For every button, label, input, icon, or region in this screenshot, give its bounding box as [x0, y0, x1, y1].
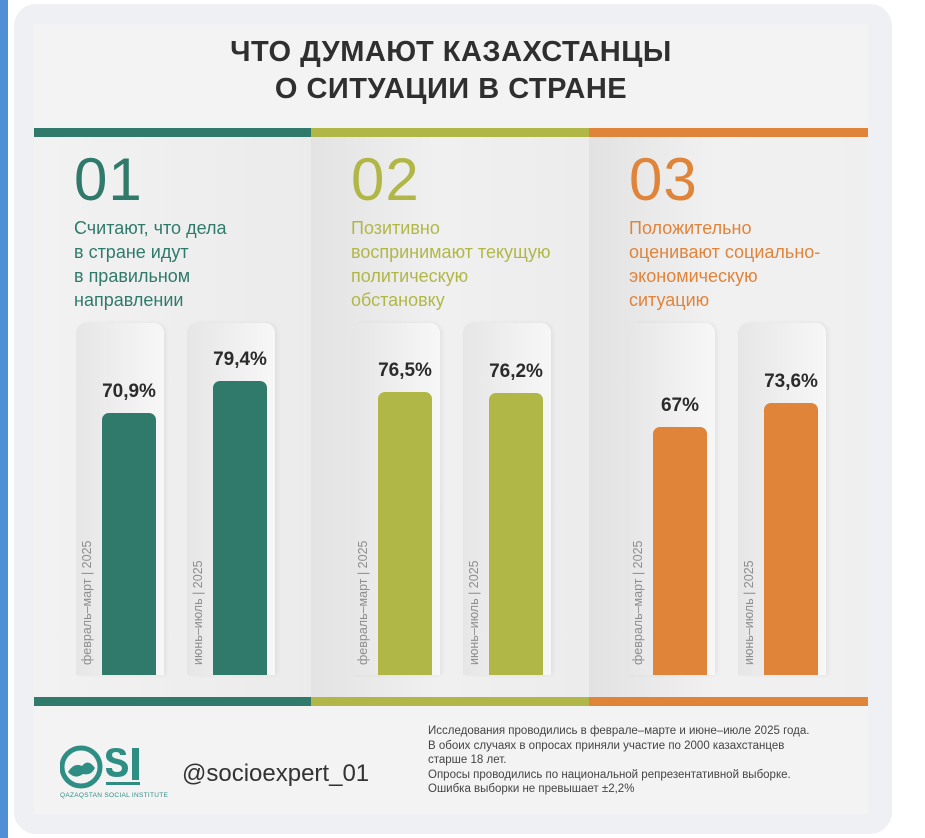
panel-number: 03 — [629, 146, 698, 213]
period-label-jun-jul: июнь–июль | 2025 — [742, 560, 756, 665]
logo-subtitle: QAZAQSTAN SOCIAL INSTITUTE — [60, 792, 169, 799]
description-line: воспринимают текущую — [351, 242, 551, 262]
description-line: обстановку — [351, 290, 445, 310]
panel-top-bar — [34, 128, 311, 137]
description-line: оценивают социально- — [629, 242, 821, 262]
description-line: политическую — [351, 266, 469, 286]
panel-bottom-bar — [589, 697, 868, 706]
bar-value-label: 67% — [660, 395, 700, 416]
qsi-logo-icon — [60, 745, 140, 789]
title-line-2: О СИТУАЦИИ В СТРАНЕ — [274, 73, 628, 105]
bar-value-label: 73,6% — [764, 371, 818, 392]
description-line: Положительно — [629, 218, 752, 238]
description-line: в стране идут — [74, 242, 189, 262]
description-line: Позитивно — [351, 218, 440, 238]
period-label-feb-mar: февраль–март | 2025 — [356, 540, 370, 666]
note-line: старше 18 лет. — [428, 754, 507, 767]
note-line: Ошибка выборки не превышает ±2,2% — [428, 783, 635, 796]
panel-description: Считают, что дела в стране идут в правил… — [74, 216, 306, 312]
panel-02: 02 Позитивно воспринимают текущую полити… — [311, 128, 589, 706]
infographic-title: ЧТО ДУМАЮТ КАЗАХСТАНЦЫ О СИТУАЦИИ В СТРА… — [34, 34, 868, 108]
bar-value-label: 76,2% — [489, 361, 543, 382]
bar-jun-jul — [213, 381, 267, 675]
methodology-note: Исследования проводились в феврале–марте… — [428, 724, 858, 797]
bar-feb-mar — [102, 413, 156, 675]
footer: QAZAQSTAN SOCIAL INSTITUTE @socioexpert_… — [34, 706, 868, 814]
description-line: направлении — [74, 290, 184, 310]
panel-01: 01 Считают, что дела в стране идут в пра… — [34, 128, 311, 706]
title-line-1: ЧТО ДУМАЮТ КАЗАХСТАНЦЫ — [230, 36, 672, 68]
panel-03: 03 Положительно оценивают социально- эко… — [589, 128, 868, 706]
description-line: в правильном — [74, 266, 191, 286]
description-line: Считают, что дела — [74, 218, 227, 238]
panel-top-bar — [311, 128, 589, 137]
description-line: ситуацию — [629, 290, 710, 310]
period-label-feb-mar: февраль–март | 2025 — [80, 540, 94, 666]
note-line: В обоих случаях в опросах приняли участи… — [428, 739, 785, 752]
bar-feb-mar — [653, 427, 707, 675]
panel-description: Положительно оценивают социально- эконом… — [629, 216, 861, 312]
period-label-jun-jul: июнь–июль | 2025 — [467, 560, 481, 665]
panel-number: 02 — [351, 146, 420, 213]
bar-jun-jul — [764, 403, 818, 675]
left-accent-bar — [0, 0, 8, 838]
panel-bottom-bar — [311, 697, 589, 706]
bar-jun-jul — [489, 393, 543, 675]
social-handle: @socioexpert_01 — [182, 760, 370, 787]
period-label-jun-jul: июнь–июль | 2025 — [191, 560, 205, 665]
bar-value-label: 70,9% — [102, 381, 156, 402]
bar-value-label: 76,5% — [378, 360, 432, 381]
note-line: Исследования проводились в феврале–марте… — [428, 725, 810, 737]
panel-top-bar — [589, 128, 868, 137]
infographic: ЧТО ДУМАЮТ КАЗАХСТАНЦЫ О СИТУАЦИИ В СТРА… — [34, 24, 868, 814]
panel-bottom-bar — [34, 697, 311, 706]
panel-number: 01 — [74, 146, 143, 213]
period-label-feb-mar: февраль–март | 2025 — [631, 540, 645, 666]
bar-feb-mar — [378, 392, 432, 675]
note-line: Опросы проводились по национальной репре… — [428, 768, 791, 781]
bar-value-label: 79,4% — [213, 349, 267, 370]
panel-description: Позитивно воспринимают текущую политичес… — [351, 216, 583, 312]
description-line: экономическую — [629, 266, 758, 286]
